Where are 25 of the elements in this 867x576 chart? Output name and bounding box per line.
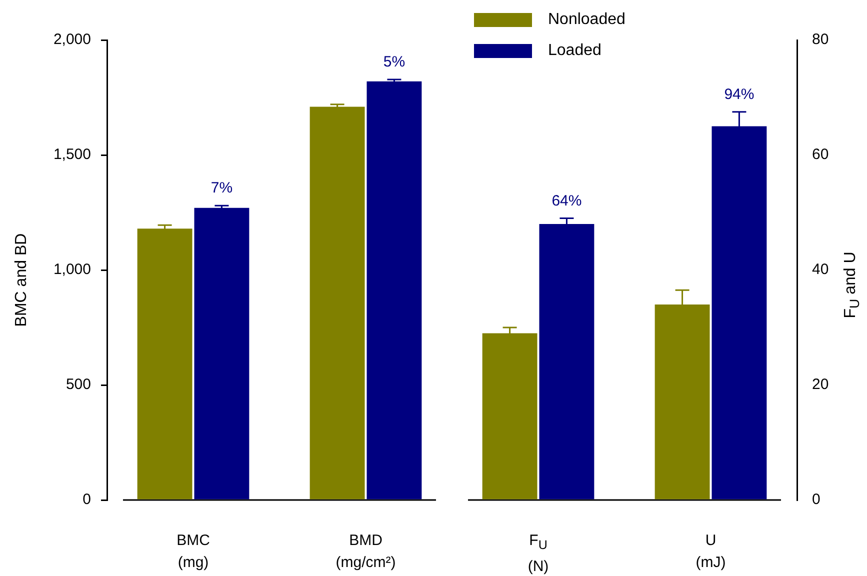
- x-tick-label: BMC (mg): [176, 531, 210, 573]
- y-tick-label: 1,500: [53, 146, 91, 164]
- y2-tick-label: 20: [812, 376, 829, 394]
- bar: [366, 81, 422, 500]
- y2-tick-label: 60: [812, 146, 829, 164]
- annotation: 94%: [724, 86, 754, 104]
- annotation: 64%: [552, 192, 582, 210]
- y2-tick-label: 40: [812, 261, 829, 278]
- x-tick-label: BMD (mg/cm²): [336, 531, 396, 573]
- y2-tick-label: 80: [812, 31, 829, 48]
- y-axis-title: BMC and BD: [13, 233, 31, 327]
- legend-label: Loaded: [548, 42, 602, 60]
- annotation: 5%: [383, 54, 406, 71]
- annotation: 7%: [210, 180, 233, 197]
- y-tick-label: 1,000: [53, 261, 91, 278]
- bar: [194, 208, 250, 500]
- y-tick-label: 500: [66, 376, 91, 394]
- y2-tick-label: 0: [812, 491, 820, 508]
- bar: [310, 106, 365, 500]
- bar: [137, 228, 192, 500]
- legend-label: Nonloaded: [548, 10, 626, 28]
- y-tick-label: 2,000: [53, 31, 91, 48]
- x-tick-label: U (mJ): [696, 531, 726, 573]
- x-tick-label: F$_{U}$ (N): [528, 531, 549, 576]
- y-tick-label: 0: [82, 491, 91, 508]
